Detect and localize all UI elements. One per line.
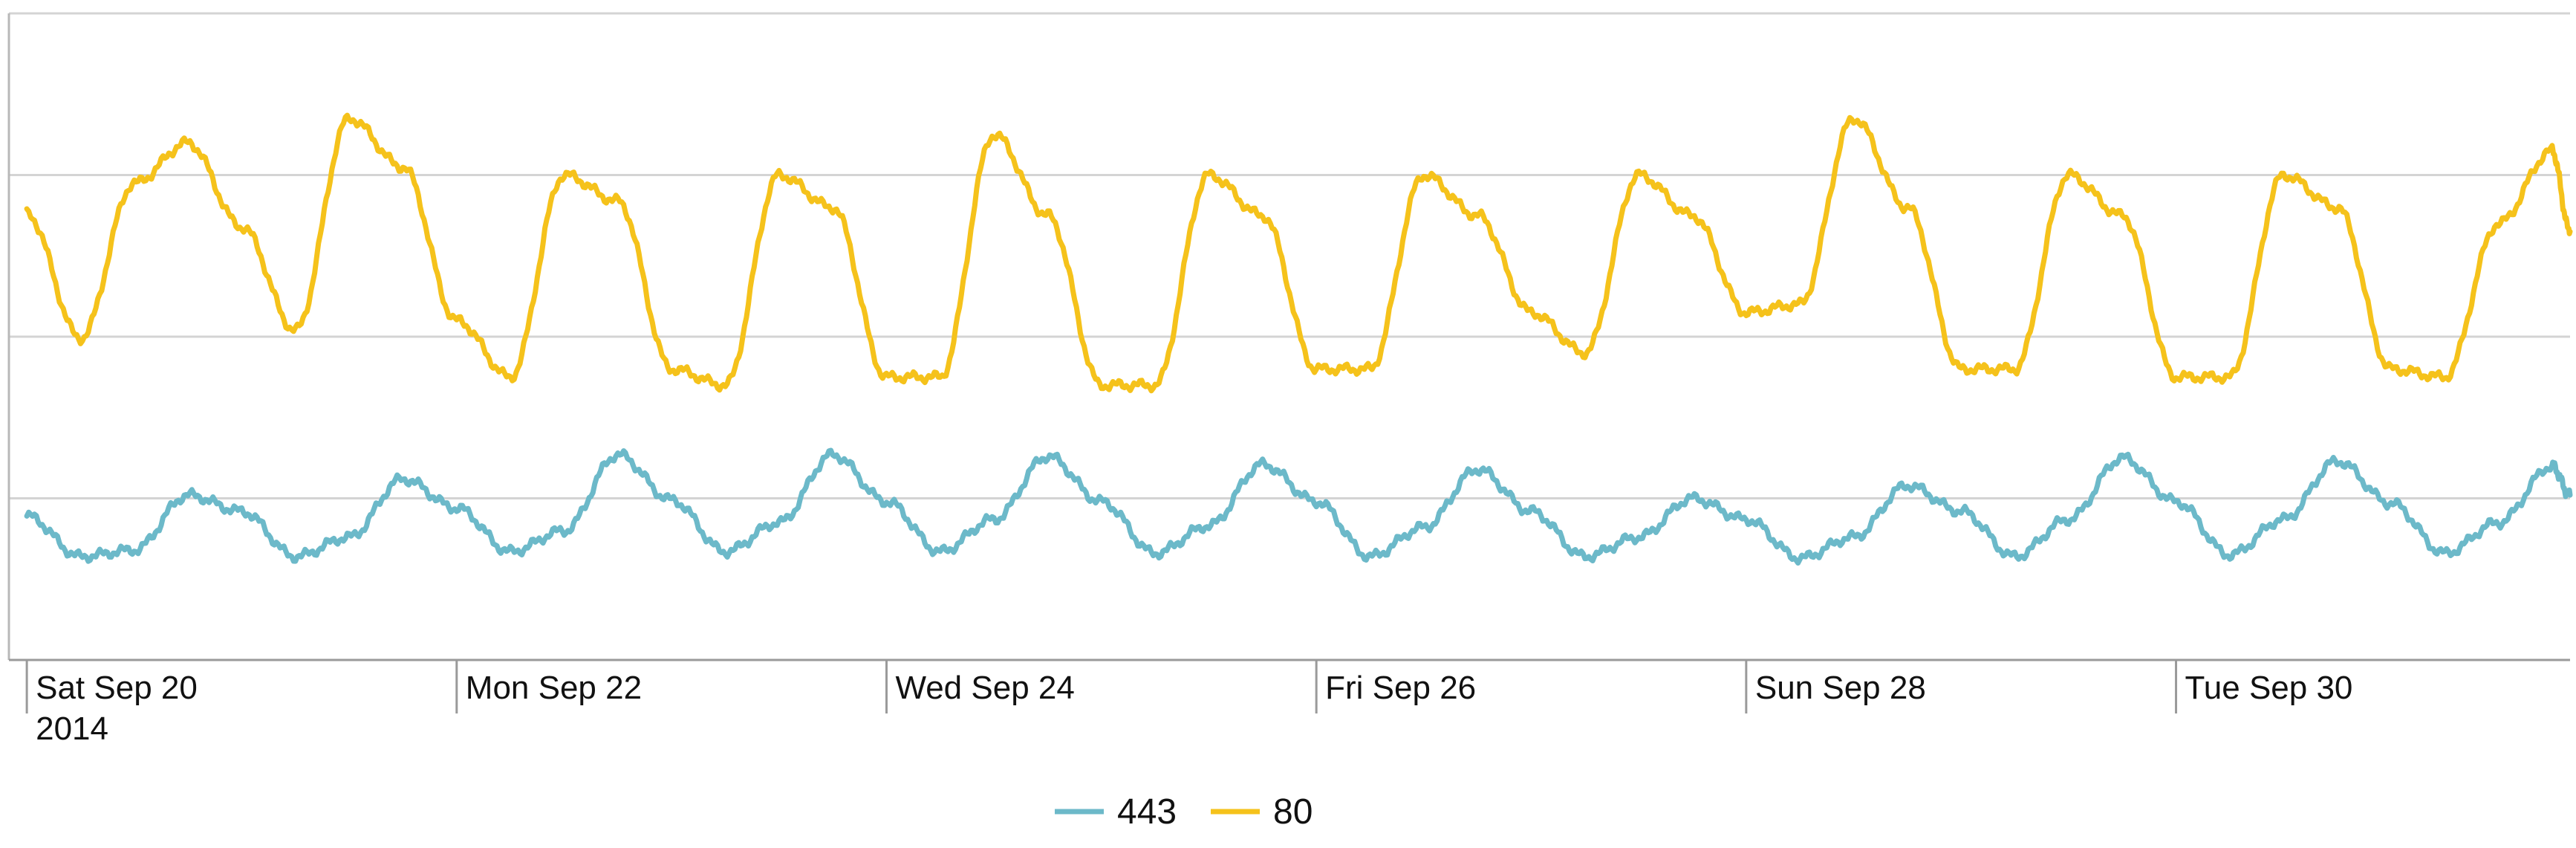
x-tick-sublabel: 2014 (36, 711, 108, 747)
x-tick-label: Sun Sep 28 (1755, 670, 1926, 706)
series-line-443 (24, 447, 2573, 566)
series-line-80 (24, 112, 2573, 394)
x-tick-label: Sat Sep 20 (36, 670, 198, 706)
series-layer (24, 112, 2573, 566)
grid-layer (7, 12, 2570, 661)
legend-label-80: 80 (1273, 792, 1313, 832)
legend-label-443: 443 (1117, 792, 1177, 832)
x-tick-label: Mon Sep 22 (466, 670, 642, 706)
x-tick-label: Wed Sep 24 (895, 670, 1074, 706)
legend: 443 80 (1055, 792, 1313, 832)
x-tick-label: Tue Sep 30 (2185, 670, 2353, 706)
x-tick-label: Fri Sep 26 (1325, 670, 1476, 706)
x-axis: Sat Sep 20 2014 Mon Sep 22 Wed Sep 24 Fri Se… (25, 660, 2353, 747)
